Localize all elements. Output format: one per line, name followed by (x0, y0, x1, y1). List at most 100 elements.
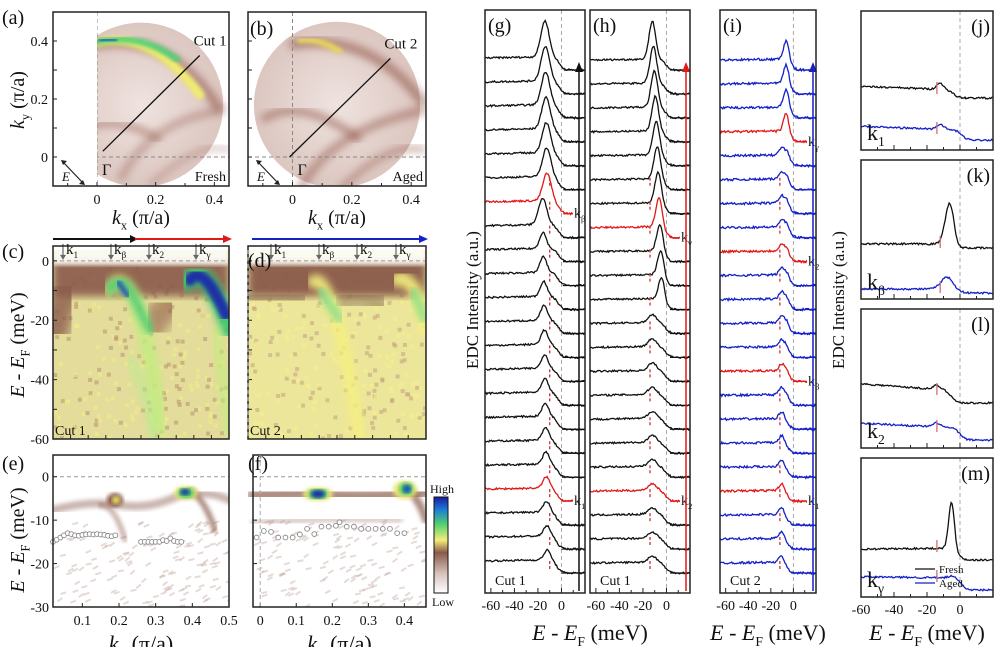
x-axis-label-i: E - EF (meV) (709, 620, 826, 647)
heatmap-pixel (202, 532, 209, 536)
heatmap-pixel (297, 559, 304, 563)
heatmap-pixel (59, 553, 67, 558)
heatmap-pixel (378, 335, 383, 340)
heatmap-pixel (127, 382, 132, 387)
heatmap-pixel (148, 603, 155, 607)
heatmap-pixel (302, 334, 307, 339)
heatmap-pixel (275, 352, 280, 357)
edc-curve (719, 337, 816, 360)
heatmap-pixel (106, 577, 113, 582)
heatmap-pixel (336, 360, 341, 365)
heatmap-pixel (119, 596, 126, 601)
cut-label: Cut 2 (730, 574, 761, 589)
heatmap-pixel (392, 546, 399, 550)
heatmap-pixel (186, 329, 191, 334)
heatmap-pixel (336, 545, 343, 550)
arrow-head-icon (393, 254, 399, 260)
heatmap-pixel (284, 376, 289, 381)
edc-curve-highlighted (589, 197, 690, 240)
heatmap-pixel (266, 576, 273, 581)
heatmap-pixel (58, 361, 63, 366)
heatmap-pixel (396, 550, 403, 556)
arrow-head-icon (354, 254, 360, 260)
k-marker-label: k2 (360, 242, 373, 261)
heatmap-pixel (73, 324, 78, 329)
edc-curve-fresh (860, 382, 994, 405)
heatmap-pixel (367, 558, 374, 562)
y-tick-label: 0 (42, 255, 49, 270)
heatmap-pixel (352, 600, 359, 605)
heatmap-pixel (413, 395, 418, 400)
heatmap-pixel (371, 541, 378, 547)
band-arc (297, 105, 426, 186)
peak-position-marker (112, 532, 119, 539)
heatmap-pixel (372, 315, 377, 320)
peak-position-marker (394, 530, 401, 537)
heatmap-pixel (249, 435, 254, 439)
heatmap-pixel (78, 566, 85, 572)
heatmap-pixel (158, 573, 165, 579)
heatmap-pixel (166, 362, 171, 367)
heatmap-pixel (162, 393, 167, 398)
colorbar-high-label: High (430, 482, 454, 496)
heatmap-pixel (278, 571, 285, 576)
heatmap-pixel (203, 337, 208, 342)
arrow-head-icon (256, 160, 262, 165)
heatmap-pixel (205, 406, 210, 411)
peak-position-marker (275, 534, 282, 541)
arrow-head-icon (146, 254, 152, 260)
heatmap-pixel (295, 537, 302, 542)
heatmap-pixel (87, 308, 92, 313)
heatmap-pixel (284, 368, 289, 373)
colorbar: High Low (430, 482, 454, 609)
heatmap-pixel (310, 390, 315, 395)
heatmap-pixel (290, 334, 295, 339)
heatmap-pixel (124, 403, 129, 408)
band-feature (53, 489, 229, 514)
heatmap-pixel (313, 366, 318, 371)
peak-position-marker (372, 525, 379, 532)
heatmap-pixel (53, 410, 58, 415)
x-axis-label: kx (π/a) (308, 207, 366, 233)
cut-label: Cut 2 (384, 36, 417, 52)
heatmap-pixel (197, 537, 204, 544)
heatmap-pixel (294, 326, 299, 331)
heatmap-pixel (339, 375, 344, 380)
heatmap-pixel (302, 320, 307, 325)
heatmap-pixel (172, 352, 177, 357)
x-tick-label: -20 (918, 603, 937, 618)
heatmap-pixel (338, 524, 345, 530)
heatmap-pixel (253, 541, 260, 547)
heatmap-pixel (140, 577, 147, 584)
heatmap-pixel (361, 576, 368, 581)
heatmap-pixel (212, 557, 219, 562)
heatmap-pixel (66, 537, 73, 541)
heatmap-pixel (372, 415, 377, 420)
heatmap-pixel (254, 420, 259, 425)
heatmap-pixel (416, 600, 423, 606)
heatmap-pixel (401, 352, 406, 357)
heatmap-pixel (346, 536, 354, 540)
heatmap-pixel (356, 321, 361, 326)
dispersing-band (184, 269, 229, 321)
x-tick-label: 0.3 (360, 614, 378, 629)
heatmap-pixel (389, 388, 394, 393)
x-tick-label: -40 (505, 599, 524, 614)
edc-curve (589, 458, 691, 480)
edc-curve (719, 146, 817, 169)
heatmap-pixel (280, 588, 287, 593)
panel-e: 0.1 0.2 0.3 0.4 0.5 0 -10 -20 -30 (e) k// (π/a) (2, 453, 238, 647)
x-tick-label: 0 (94, 193, 101, 208)
edc-curve (589, 507, 691, 527)
heatmap-pixel (348, 426, 353, 431)
heatmap-pixel (283, 314, 288, 319)
heatmap-pixel (310, 321, 315, 326)
heatmap-pixel (215, 400, 220, 405)
heatmap-pixel (377, 354, 382, 359)
heatmap-pixel (114, 335, 119, 340)
heatmap-pixel (180, 339, 185, 344)
heatmap-pixel (195, 368, 200, 373)
heatmap-pixel (143, 523, 150, 528)
heatmap-pixel (413, 531, 421, 536)
intensity-hotspot (112, 496, 120, 504)
